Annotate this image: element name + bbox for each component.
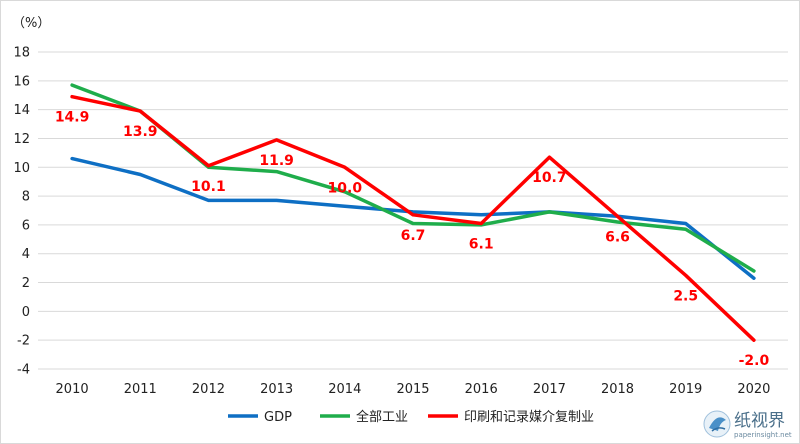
legend: GDP 全部工业 印刷和记录媒介复制业 [228,409,594,425]
x-tick-label: 2015 [396,382,429,397]
x-tick-label: 2012 [192,382,225,397]
y-tick-label: 16 [13,74,30,89]
x-tick-label: 2013 [260,382,293,397]
y-axis-unit-label: （%） [12,16,50,31]
legend-label: 全部工业 [356,409,408,425]
x-tick-label: 2019 [669,382,702,397]
x-tick-label: 2011 [124,382,157,397]
legend-label: GDP [264,410,292,425]
data-label: 6.6 [605,229,630,245]
data-label: 10.1 [191,179,226,195]
y-tick-label: 2 [22,276,30,291]
gridlines [38,51,788,370]
data-label: 6.7 [401,228,426,244]
y-tick-label: 6 [22,218,30,233]
x-tick-label: 2010 [56,382,89,397]
x-tick-label: 2017 [533,382,566,397]
y-tick-label: -4 [17,363,30,378]
data-label: 6.1 [469,236,494,252]
logo-emblem-icon [703,410,731,438]
y-tick-label: 18 [13,46,30,61]
logo-url: paperinsight.net [734,431,792,439]
data-label: 14.9 [55,110,90,126]
watermark-logo: 纸视界 paperinsight.net [703,410,792,439]
legend-item-1: 全部工业 [320,409,408,425]
y-tick-label: 8 [22,190,30,205]
data-label: 13.9 [123,124,158,140]
x-tick-label: 2018 [601,382,634,397]
y-tick-label: 10 [13,161,30,176]
series-lines [70,83,756,342]
y-tick-label: 14 [13,103,30,118]
y-tick-label: 4 [22,247,30,262]
data-label: 10.0 [328,180,363,196]
series-line-2 [70,94,756,342]
x-tick-label: 2020 [737,382,770,397]
x-axis-ticks: 2010 2011 2012 2013 2014 2015 2016 2017 2018 2019… [56,382,771,397]
logo-name: 纸视界 [734,411,785,431]
legend-item-0: GDP [228,410,292,425]
x-tick-label: 2014 [328,382,361,397]
data-label: 10.7 [532,170,567,186]
data-label: 2.5 [673,288,698,304]
data-label: -2.0 [739,353,770,369]
x-tick-label: 2016 [465,382,498,397]
data-labels: 14.9 13.9 10.1 11.9 10.0 6.7 6.1 10.7 6.6 2.5 -2.0 [55,110,770,370]
y-axis-ticks: -4 -2 0 2 4 6 8 10 12 14 16 18 [13,46,30,378]
y-tick-label: 0 [22,305,30,320]
series-line-0 [70,156,756,280]
y-tick-label: 12 [13,132,30,147]
legend-item-2: 印刷和记录媒介复制业 [428,410,594,425]
legend-label: 印刷和记录媒介复制业 [464,410,594,425]
data-label: 11.9 [259,153,294,169]
y-tick-label: -2 [17,334,30,349]
